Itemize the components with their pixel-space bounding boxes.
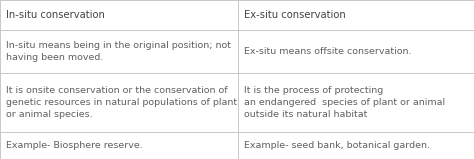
Text: Example- seed bank, botanical garden.: Example- seed bank, botanical garden. [244, 141, 430, 150]
Text: It is the process of protecting
an endangered  species of plant or animal
outsid: It is the process of protecting an endan… [244, 86, 445, 119]
Text: Ex-situ means offsite conservation.: Ex-situ means offsite conservation. [244, 47, 411, 56]
Text: Ex-situ conservation: Ex-situ conservation [244, 10, 346, 20]
Text: In-situ conservation: In-situ conservation [6, 10, 105, 20]
Text: Example- Biosphere reserve.: Example- Biosphere reserve. [6, 141, 143, 150]
Text: It is onsite conservation or the conservation of
genetic resources in natural po: It is onsite conservation or the conserv… [6, 86, 237, 119]
Text: In-situ means being in the original position; not
having been moved.: In-situ means being in the original posi… [6, 41, 231, 62]
